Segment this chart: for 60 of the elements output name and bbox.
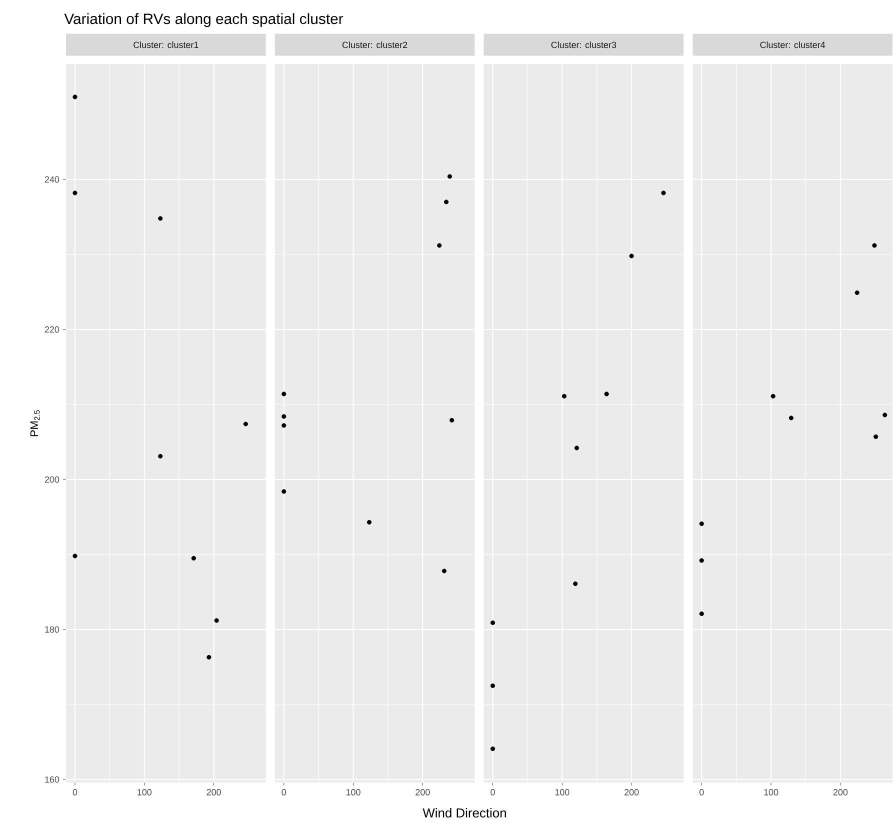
point	[699, 558, 704, 564]
y-tick-label: 240	[44, 176, 60, 183]
y-tick-label: 180	[45, 626, 60, 633]
x-tick-label: 0	[490, 789, 495, 796]
x-tick-label: 100	[138, 789, 152, 796]
point	[442, 568, 446, 574]
point	[872, 243, 877, 248]
y-tick-label: 200	[44, 476, 60, 483]
point	[874, 434, 878, 440]
point	[282, 414, 286, 420]
point	[282, 489, 286, 494]
point	[366, 520, 372, 525]
point	[206, 655, 212, 660]
point	[437, 243, 442, 248]
point	[158, 216, 163, 221]
y-axis-title: PM$_{2.5}$	[30, 410, 40, 436]
x-tick-label: 200	[416, 789, 430, 796]
x-tick-label: 200	[833, 789, 848, 796]
y-tick-label: 160	[45, 776, 60, 783]
x-tick-label: 200	[206, 789, 221, 796]
point	[444, 200, 449, 204]
chart-subtitle: Cluster: cluster3	[551, 42, 616, 48]
point	[699, 522, 704, 526]
point	[854, 290, 860, 296]
point	[72, 94, 78, 100]
chart-subtitle: Cluster: cluster2	[342, 42, 408, 48]
x-tick-label: 200	[624, 789, 639, 796]
y-tick-label: 220	[44, 326, 60, 333]
point	[661, 190, 666, 196]
point	[604, 392, 609, 397]
point	[447, 174, 452, 179]
chart-title: Variation of RVs along each spatial cluster	[64, 13, 344, 28]
point	[72, 554, 78, 559]
x-tick-label: 0	[72, 789, 78, 796]
point	[490, 684, 496, 688]
point	[282, 423, 286, 428]
point	[490, 620, 496, 626]
chart-subtitle: Cluster: cluster4	[760, 42, 826, 48]
point	[191, 556, 196, 561]
point	[629, 254, 634, 258]
x-tick-label: 100	[764, 789, 778, 796]
point	[490, 746, 496, 752]
point	[282, 392, 286, 397]
point	[788, 416, 794, 421]
point	[573, 582, 578, 586]
point	[214, 618, 219, 624]
x-tick-label: 0	[699, 789, 704, 796]
point	[574, 446, 580, 451]
point	[699, 612, 704, 616]
point	[158, 454, 163, 459]
point	[770, 394, 776, 399]
point	[450, 418, 454, 423]
x-tick-label: 100	[346, 789, 360, 796]
x-axis-title: Wind Direction	[422, 808, 506, 818]
x-tick-label: 100	[555, 789, 570, 796]
point	[72, 190, 78, 196]
x-tick-label: 0	[282, 789, 286, 796]
chart-subtitle: Cluster: cluster1	[134, 42, 198, 48]
point	[243, 422, 248, 427]
point	[562, 394, 567, 399]
